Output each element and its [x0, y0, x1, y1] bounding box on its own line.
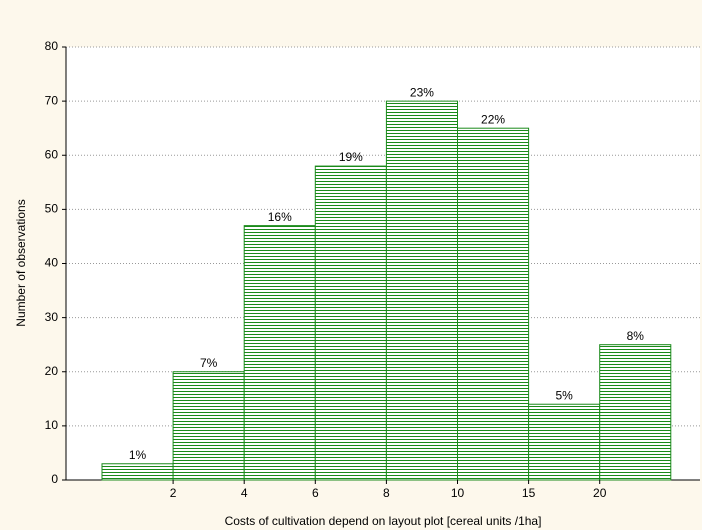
- value-label: 19%: [339, 150, 363, 164]
- x-tick-label: 10: [451, 486, 465, 500]
- value-label: 7%: [200, 356, 218, 370]
- value-label: 23%: [410, 85, 434, 99]
- y-tick-label: 30: [45, 310, 59, 324]
- y-tick-label: 20: [45, 364, 59, 378]
- value-label: 8%: [627, 329, 645, 343]
- x-tick-label: 2: [170, 486, 177, 500]
- value-label: 22%: [481, 112, 505, 126]
- x-tick-label: 4: [241, 486, 248, 500]
- y-tick-label: 0: [51, 472, 58, 486]
- y-tick-label: 70: [45, 93, 59, 107]
- value-label: 1%: [129, 448, 147, 462]
- y-tick-label: 10: [45, 418, 59, 432]
- bar: [385, 100, 458, 481]
- x-tick-label: 8: [383, 486, 390, 500]
- y-tick-label: 40: [45, 256, 59, 270]
- bar: [101, 463, 174, 481]
- bar: [599, 344, 672, 481]
- y-tick-label: 50: [45, 202, 59, 216]
- value-label: 16%: [268, 210, 292, 224]
- bar: [457, 127, 530, 481]
- y-tick-label: 60: [45, 147, 59, 161]
- value-label: 5%: [555, 388, 573, 402]
- y-axis-label: Number of observations: [14, 199, 28, 326]
- x-tick-label: 6: [312, 486, 319, 500]
- bar: [314, 165, 387, 481]
- bar: [528, 403, 601, 481]
- y-tick-label: 80: [45, 39, 59, 53]
- bar: [243, 225, 316, 481]
- x-tick-label: 20: [593, 486, 607, 500]
- x-axis-label: Costs of cultivation depend on layout pl…: [225, 514, 542, 528]
- bar: [172, 371, 245, 481]
- x-tick-label: 15: [522, 486, 536, 500]
